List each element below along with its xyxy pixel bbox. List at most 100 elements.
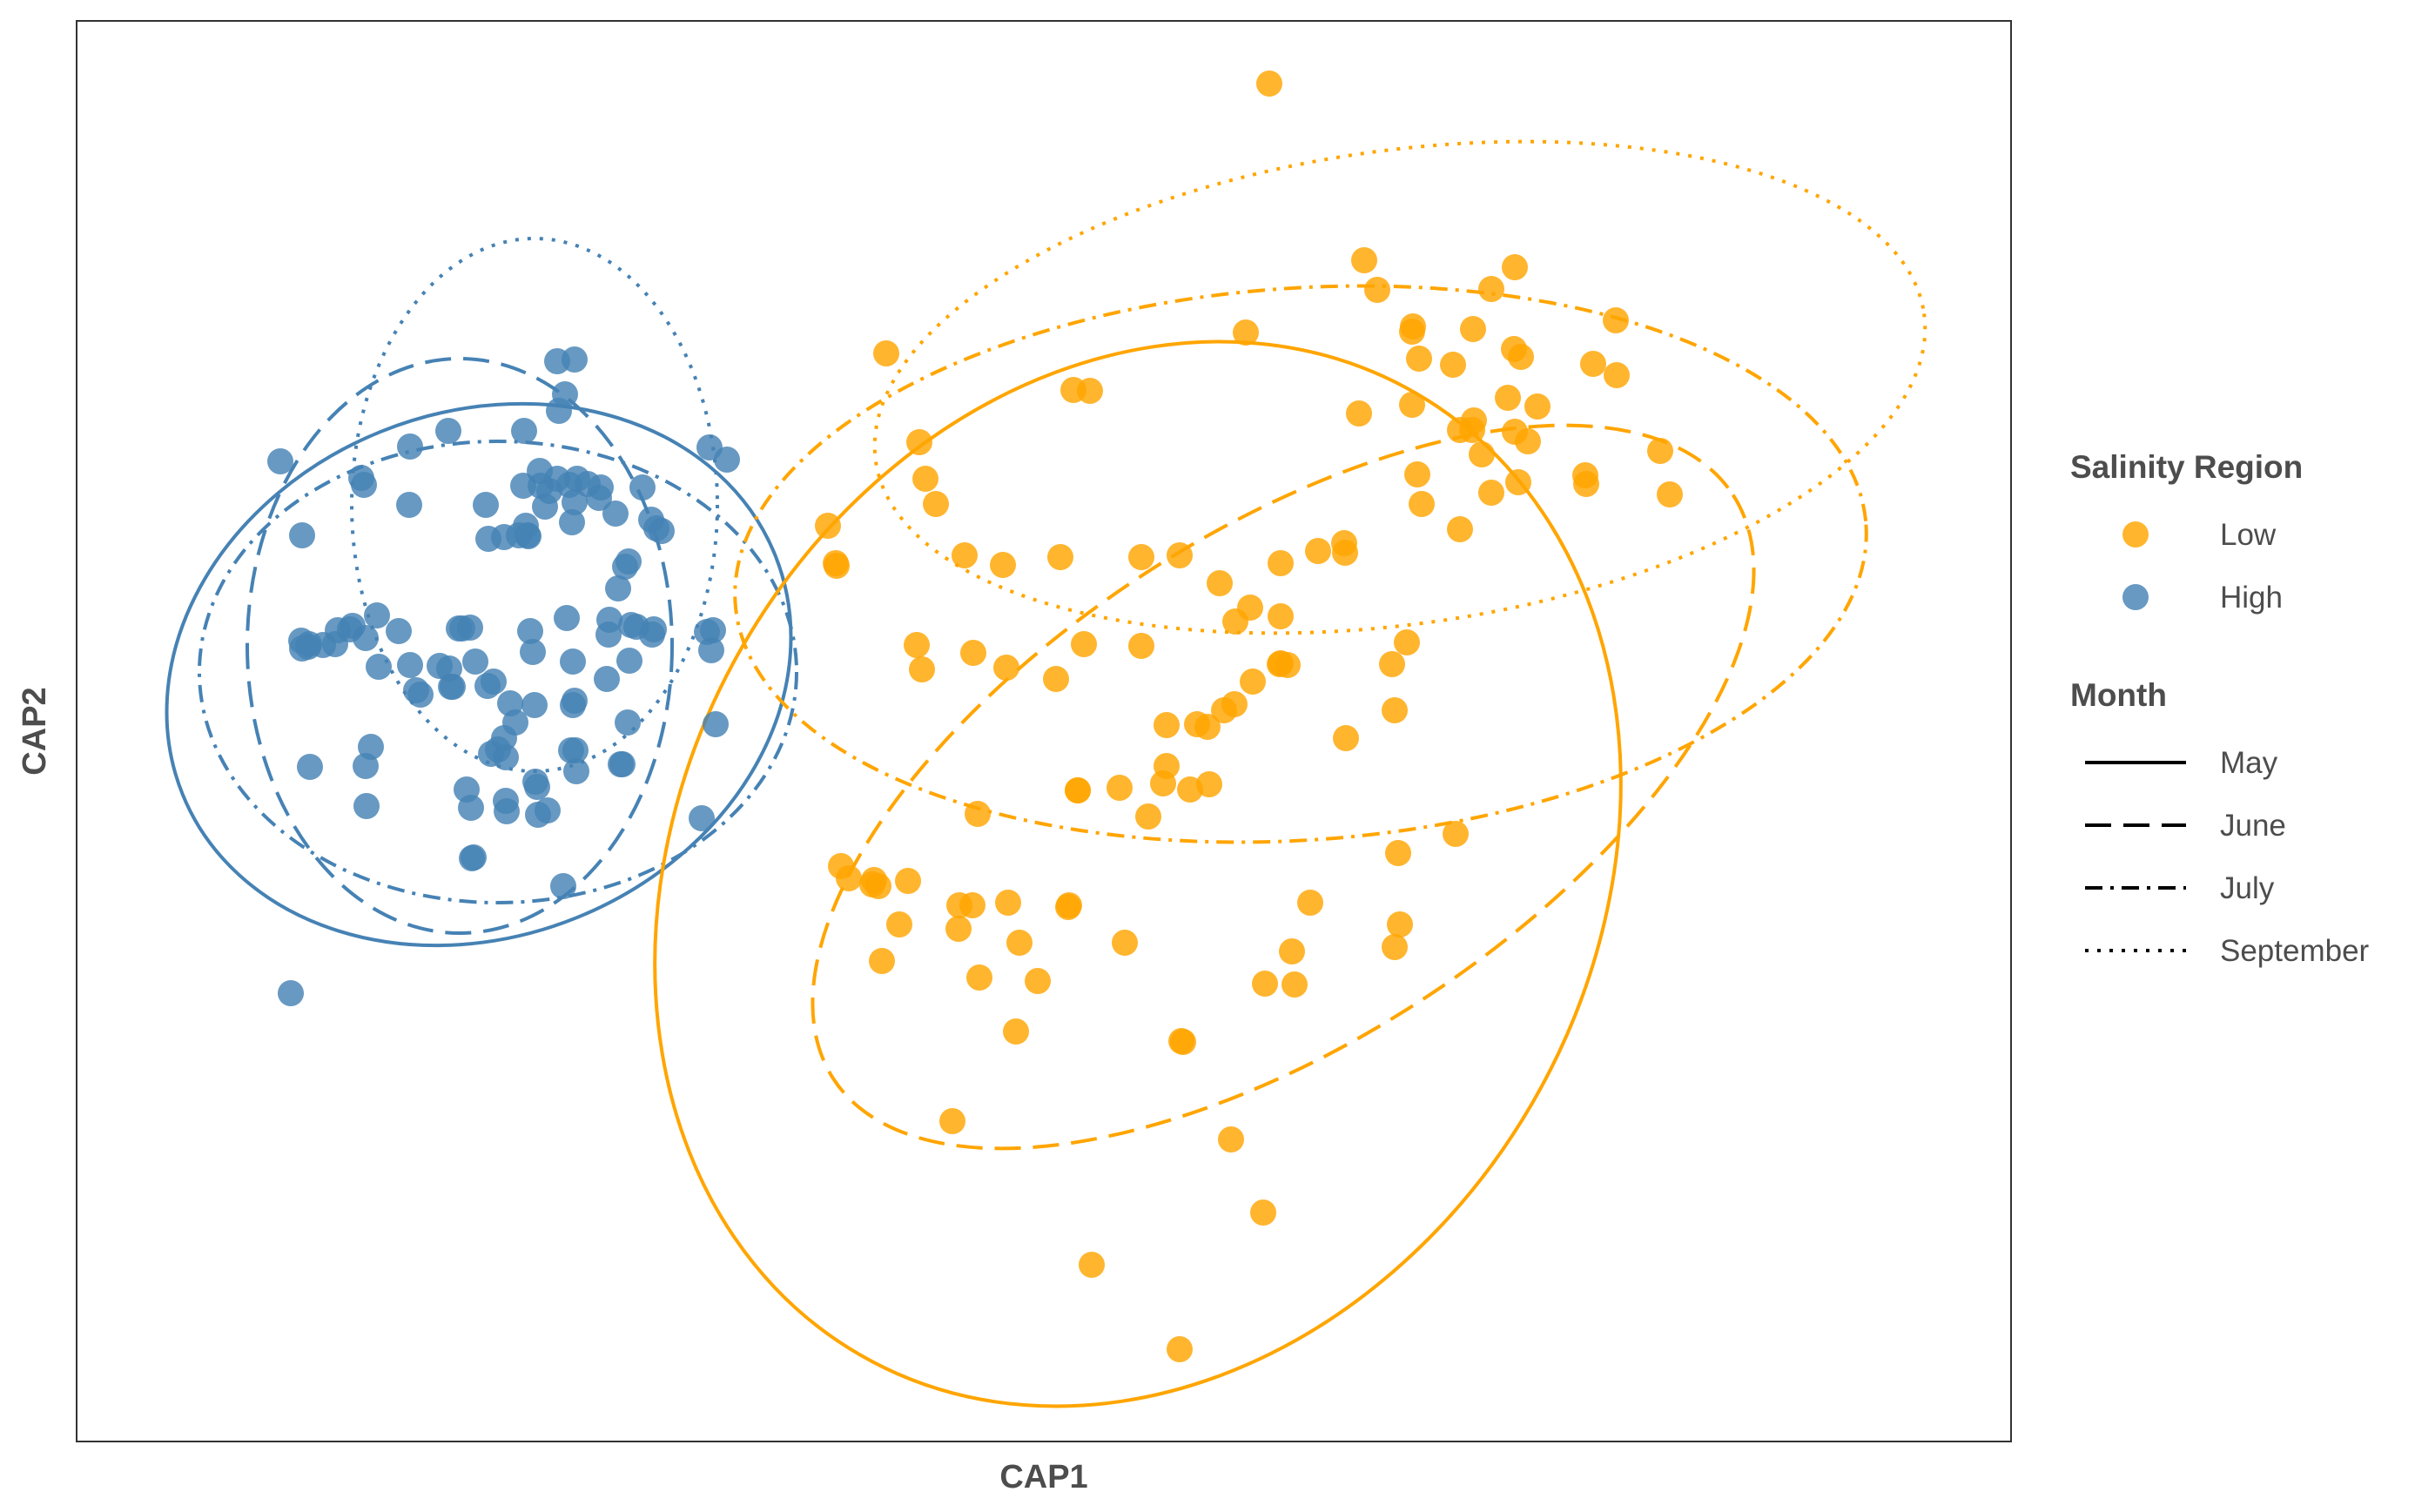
data-point-low <box>909 656 935 682</box>
data-point-high <box>353 793 380 819</box>
data-point-low <box>886 911 912 937</box>
data-point-low <box>1399 319 1425 345</box>
data-point-low <box>1207 570 1233 596</box>
data-point-low <box>1211 697 1237 723</box>
data-point-high <box>358 734 384 760</box>
data-point-low <box>1043 666 1069 692</box>
data-point-low <box>1268 550 1294 576</box>
data-point-high <box>527 458 553 484</box>
data-point-low <box>923 491 949 517</box>
data-point-low <box>1508 344 1534 370</box>
data-point-low <box>1657 481 1683 507</box>
data-point-high <box>524 774 550 800</box>
legend-title-salinity: Salinity Region <box>2070 449 2303 485</box>
data-point-low <box>1502 254 1528 280</box>
data-point-high <box>562 489 588 515</box>
data-point-low <box>1346 400 1372 427</box>
data-point-low <box>1406 346 1432 372</box>
confidence-ellipse <box>165 401 793 948</box>
data-point-low <box>1333 725 1359 751</box>
data-point-high <box>520 639 546 665</box>
data-point-high <box>602 501 629 527</box>
data-point-low <box>1218 1126 1244 1152</box>
data-point-low <box>1603 307 1629 333</box>
data-point-low <box>1252 971 1278 997</box>
x-axis-label: CAP1 <box>999 1459 1087 1495</box>
data-point-high <box>554 605 580 631</box>
data-point-low <box>1524 393 1551 420</box>
data-point-low <box>1168 1028 1194 1054</box>
legend-title-month: Month <box>2070 677 2167 713</box>
data-point-high <box>462 648 488 675</box>
data-point-high <box>563 758 589 784</box>
legend-label-july: July <box>2220 871 2275 905</box>
data-point-low <box>1025 968 1051 994</box>
confidence-ellipse <box>198 440 798 904</box>
data-point-high <box>639 622 665 648</box>
data-point-high <box>473 492 499 518</box>
data-point-high <box>564 466 590 492</box>
data-point-low <box>1447 516 1473 542</box>
data-point-low <box>1154 712 1180 738</box>
data-point-low <box>995 890 1021 916</box>
legend-label-may: May <box>2220 746 2278 780</box>
data-point-high <box>714 447 740 473</box>
data-point-high <box>278 980 304 1006</box>
data-point-low <box>859 871 885 897</box>
data-point-low <box>1478 276 1504 302</box>
data-point-high <box>348 465 374 491</box>
data-point-low <box>1154 753 1180 779</box>
data-point-high <box>629 474 656 501</box>
data-point-low <box>1305 538 1331 564</box>
data-point-low <box>1196 771 1222 797</box>
data-point-high <box>267 448 293 474</box>
data-point-low <box>1495 385 1521 411</box>
data-point-low <box>1394 629 1420 655</box>
data-point-high <box>546 398 572 424</box>
data-point-high <box>461 844 487 870</box>
data-point-low <box>1404 461 1430 487</box>
data-point-low <box>1167 1336 1193 1362</box>
legend-label-september: September <box>2220 934 2370 968</box>
data-point-low <box>1233 319 1259 346</box>
legend-label-high: High <box>2220 581 2283 615</box>
data-point-low <box>869 948 895 974</box>
data-point-high <box>521 692 548 718</box>
data-point-low <box>906 429 932 455</box>
data-point-high <box>586 485 612 511</box>
data-point-low <box>1332 540 1358 566</box>
data-point-low <box>1580 351 1606 377</box>
data-point-low <box>1006 930 1033 956</box>
data-point-low <box>1065 777 1091 803</box>
data-point-high <box>616 648 642 674</box>
data-point-high <box>562 737 589 763</box>
data-point-high <box>560 648 586 675</box>
data-point-low <box>1647 438 1673 464</box>
data-point-low <box>1256 71 1282 97</box>
data-point-low <box>1447 417 1473 443</box>
data-point-low <box>1297 890 1323 916</box>
data-point-low <box>952 542 978 568</box>
data-point-high <box>289 522 315 548</box>
data-point-high <box>535 797 561 823</box>
data-point-high <box>364 602 390 628</box>
points-layer <box>267 71 1683 1362</box>
confidence-ellipse <box>733 284 1868 844</box>
data-point-low <box>945 916 972 942</box>
data-point-high <box>698 637 724 663</box>
legend: Salinity Region Low High Month May June July Se… <box>2070 449 2370 968</box>
data-point-low <box>1387 911 1413 937</box>
data-point-low <box>912 466 938 492</box>
data-point-low <box>1268 603 1294 629</box>
data-point-high <box>703 711 729 737</box>
legend-key-low <box>2122 521 2149 548</box>
data-point-high <box>615 709 641 736</box>
data-point-high <box>517 618 543 644</box>
data-point-low <box>1351 247 1377 273</box>
data-point-low <box>1071 631 1097 657</box>
data-point-high <box>397 433 423 460</box>
data-point-low <box>1240 669 1266 695</box>
data-point-high <box>457 615 483 641</box>
data-point-low <box>1222 608 1248 635</box>
